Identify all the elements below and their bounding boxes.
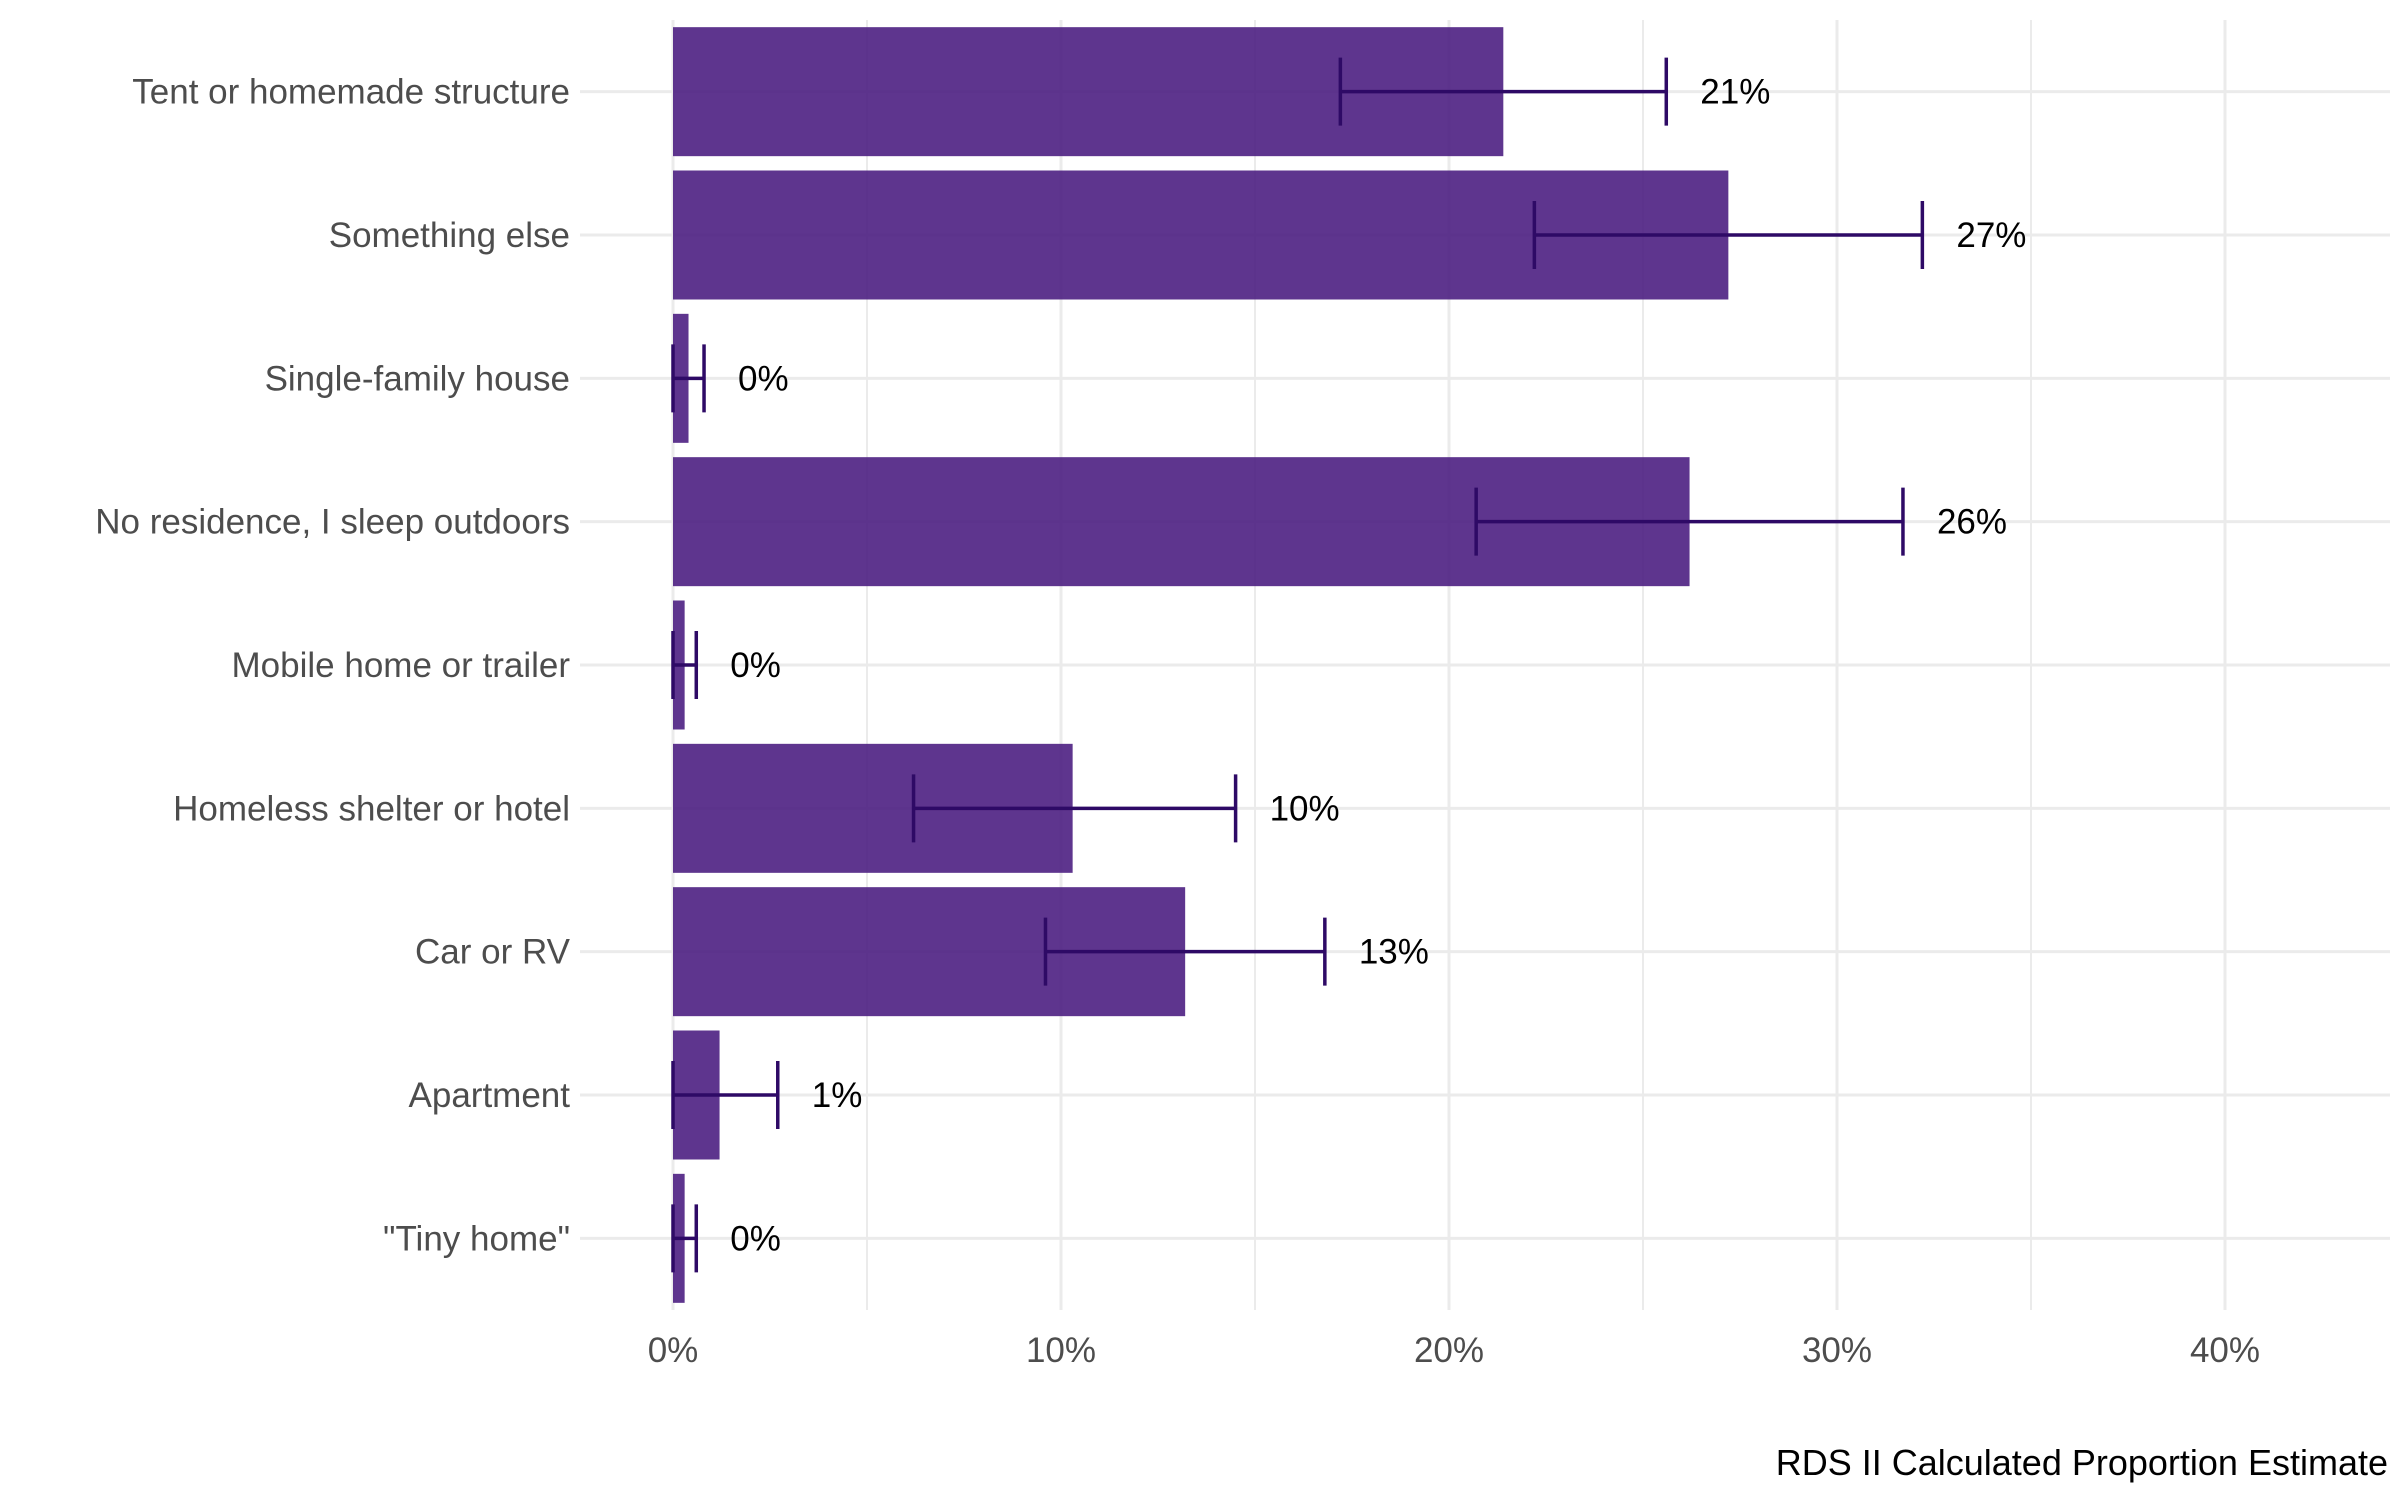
category-label: Single-family house — [265, 359, 570, 398]
x-tick-label: 0% — [648, 1331, 699, 1370]
data-label: 0% — [738, 359, 789, 398]
category-label: "Tiny home" — [383, 1219, 570, 1258]
x-tick-label: 30% — [1802, 1331, 1872, 1370]
data-label: 26% — [1937, 503, 2007, 542]
data-label: 13% — [1359, 933, 1429, 972]
data-label: 0% — [730, 1219, 781, 1258]
x-tick-label: 20% — [1414, 1331, 1484, 1370]
data-label: 0% — [730, 646, 781, 685]
x-tick-label: 10% — [1026, 1331, 1096, 1370]
category-label: Mobile home or trailer — [232, 646, 571, 685]
bar-layer — [673, 27, 1729, 1303]
category-label: Car or RV — [415, 933, 571, 972]
label-layer: 21% Tent or homemade structure 27% Somethin… — [95, 73, 2260, 1370]
category-label: Apartment — [409, 1076, 571, 1115]
data-label: 21% — [1700, 73, 1770, 112]
category-label: Tent or homemade structure — [132, 73, 570, 112]
data-label: 1% — [812, 1076, 863, 1115]
x-axis-title: RDS II Calculated Proportion Estimate — [1776, 1442, 2388, 1483]
category-label: Something else — [329, 216, 570, 255]
category-label: Homeless shelter or hotel — [173, 789, 570, 828]
data-label: 27% — [1956, 216, 2026, 255]
data-label: 10% — [1270, 789, 1340, 828]
x-tick-label: 40% — [2190, 1331, 2260, 1370]
category-label: No residence, I sleep outdoors — [95, 503, 570, 542]
error-bar-layer — [671, 57, 1925, 1273]
